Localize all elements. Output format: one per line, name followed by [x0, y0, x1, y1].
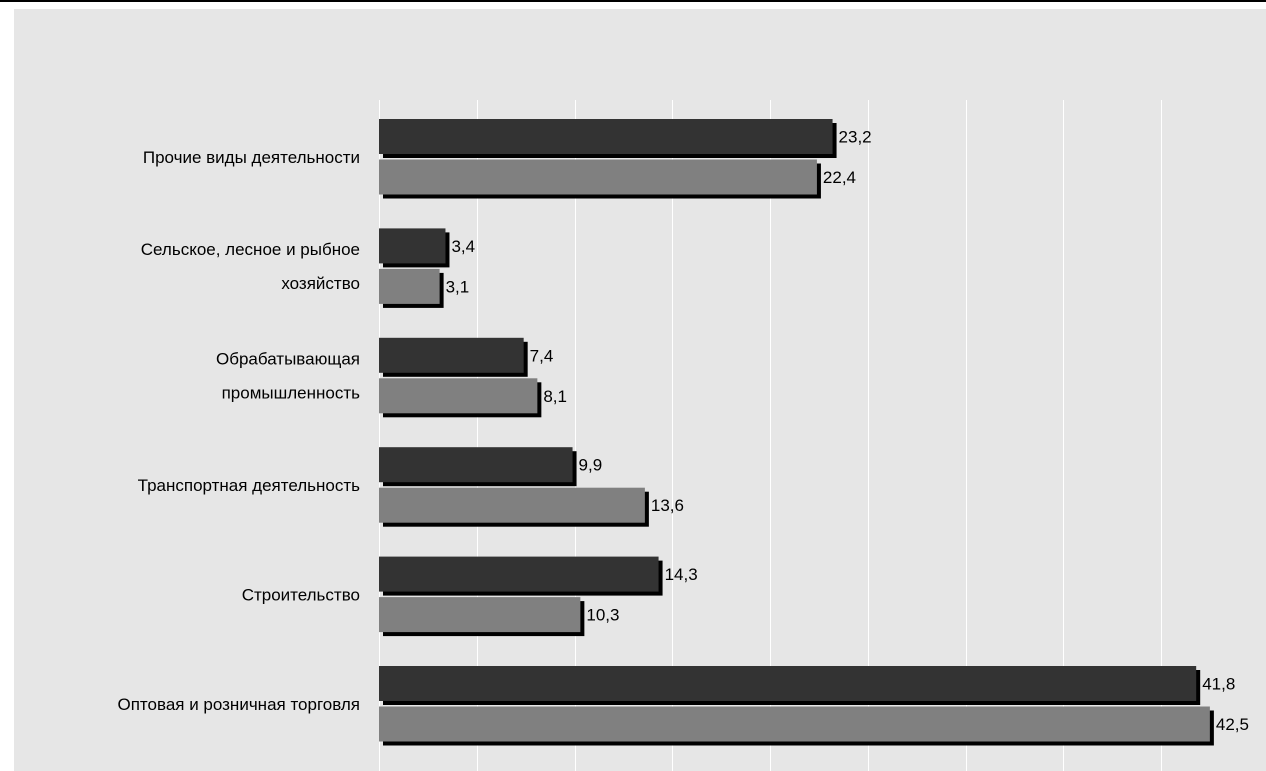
- bar-3-0: [379, 447, 573, 483]
- bar-5-1: [379, 706, 1210, 742]
- value-label-1-0: 3,4: [451, 237, 475, 256]
- value-label-3-0: 9,9: [579, 456, 603, 475]
- category-label-1-line-1: хозяйство: [281, 274, 360, 293]
- value-label-5-0: 41,8: [1202, 675, 1235, 694]
- bar-2-1: [379, 378, 538, 414]
- bar-1-0: [379, 228, 446, 264]
- bar-1-1: [379, 268, 440, 304]
- category-label-3: Транспортная деятельность: [138, 476, 360, 495]
- bar-2-0: [379, 337, 524, 373]
- bar-0-0: [379, 119, 833, 154]
- category-label-1: Сельское, лесное и рыбное хозяйство: [141, 240, 360, 293]
- category-labels: Прочие виды деятельности Сельское, лесное…: [118, 148, 361, 714]
- bar-0-1: [379, 159, 817, 195]
- value-label-4-1: 10,3: [586, 606, 619, 625]
- category-label-4: Строительство: [242, 585, 360, 604]
- category-label-2-line-1: промышленность: [222, 384, 361, 403]
- category-label-2-line-0: Обрабатывающая: [216, 350, 360, 369]
- value-label-0-1: 22,4: [823, 168, 856, 187]
- value-label-0-0: 23,2: [839, 128, 872, 147]
- category-label-2: Обрабатывающая промышленность: [216, 350, 360, 403]
- top-border: [0, 0, 1266, 2]
- bar-4-0: [379, 556, 659, 592]
- value-label-4-0: 14,3: [665, 565, 698, 584]
- bar-4-1: [379, 597, 581, 633]
- value-label-2-0: 7,4: [530, 346, 554, 365]
- bars: [379, 119, 1214, 746]
- bar-5-0: [379, 666, 1197, 701]
- category-label-1-line-0: Сельское, лесное и рыбное: [141, 240, 360, 259]
- value-label-2-1: 8,1: [543, 387, 567, 406]
- gridlines: [379, 100, 1162, 771]
- category-label-5: Оптовая и розничная торговля: [118, 695, 361, 714]
- value-label-1-1: 3,1: [446, 277, 470, 296]
- value-label-3-1: 13,6: [651, 496, 684, 515]
- value-labels: 23,2 22,4 3,4 3,1 7,4 8,1 9,9 13,6 14,3 10,3 41,8 4…: [446, 128, 1249, 735]
- value-label-5-1: 42,5: [1216, 715, 1249, 734]
- category-label-0: Прочие виды деятельности: [143, 148, 360, 167]
- bar-3-1: [379, 487, 645, 523]
